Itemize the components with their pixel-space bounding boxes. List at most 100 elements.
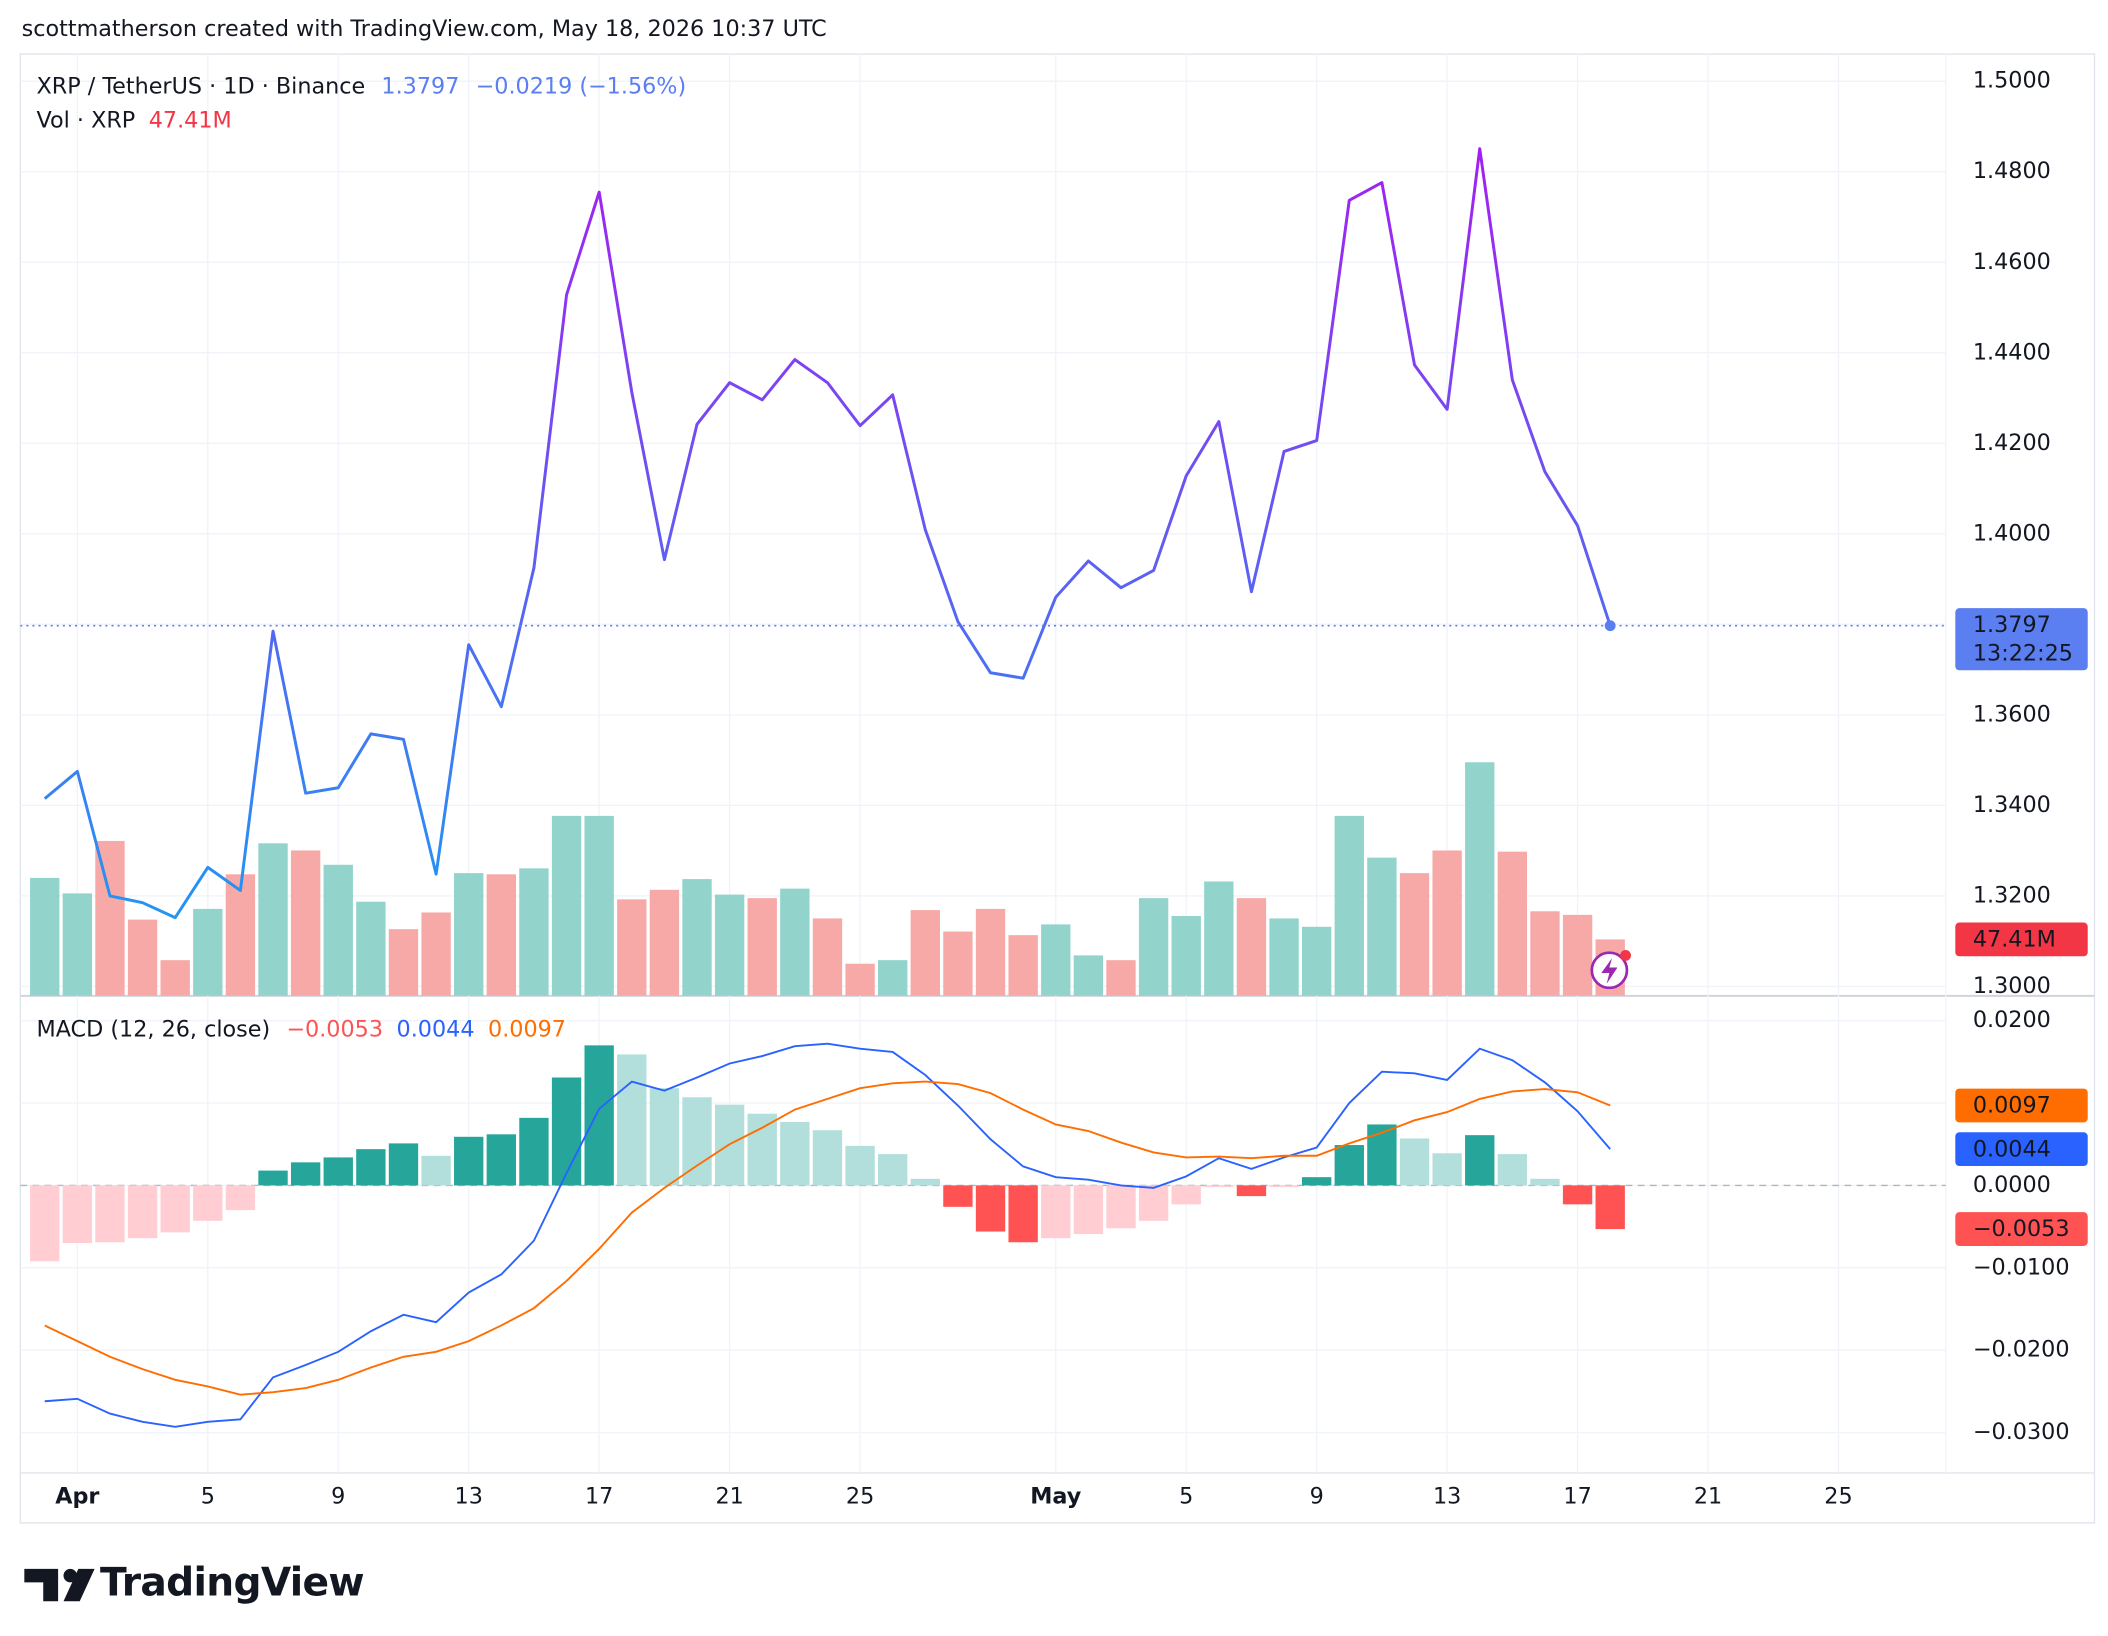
macd-histogram-bar [486,1134,516,1186]
macd-histogram-bar [1171,1185,1201,1205]
macd-histogram-bar [290,1162,321,1186]
volume-bar [388,929,419,996]
volume-bar [682,879,712,996]
legend-change: −0.0219 (−1.56%) [476,73,687,99]
x-tick-label: May [1030,1484,1082,1510]
macd-histogram-bar [356,1149,386,1186]
volume-bar [1432,850,1462,996]
volume-bar [1562,914,1593,996]
macd-histogram-bar [1138,1185,1169,1221]
macd-tick-label: −0.0300 [1973,1419,2070,1445]
main-pane [20,147,1946,996]
macd-histogram-bar [1497,1154,1528,1186]
macd-histogram-bar [682,1097,712,1186]
legend-last: 1.3797 [381,73,459,99]
volume-bar [1530,911,1560,996]
macd-histogram-bar [1399,1138,1430,1186]
volume-bar [1334,815,1364,996]
x-tick-label: 13 [1433,1484,1461,1510]
volume-bar [95,840,125,996]
macd-tag-bg [1955,1212,2088,1246]
volume-tag-bg [1955,922,2088,957]
x-tick-label: 17 [1563,1484,1591,1510]
macd-tick-label: 0.0000 [1973,1172,2051,1198]
macd-histogram-bar [1530,1178,1560,1186]
macd-histogram-bar [1204,1185,1234,1188]
volume-bar [30,877,60,996]
macd-histogram-bar [1041,1185,1071,1239]
volume-bar [1399,873,1430,996]
alert-icon [1590,949,1631,990]
macd-histogram-bar [323,1157,353,1186]
brand: TradingView [100,1561,364,1606]
macd-histogram-bar [910,1178,940,1186]
y-tick-label: 1.3000 [1973,973,2051,999]
macd-histogram-bar [943,1185,973,1207]
macd-tag-bg [1955,1088,2088,1123]
macd-histogram-bar [225,1185,256,1211]
y-tick-label: 1.3200 [1973,882,2051,908]
volume-name: Vol · XRP [36,107,135,133]
y-tick-label: 1.4800 [1973,158,2051,184]
macd-pane [20,1042,1946,1428]
macd-histogram-bar [1432,1153,1462,1186]
price-tag-bg [1955,608,2088,671]
legend-main: XRP / TetherUS · 1D · Binance 1.3797 −0.02… [36,73,686,99]
volume-bar [714,894,745,996]
macd-histogram-bar [454,1136,484,1186]
macd-histogram-bar [1301,1177,1332,1186]
volume-bar [1008,935,1038,996]
x-tick-label: 21 [1694,1484,1722,1510]
volume-tag: 47.41M [1973,927,2056,953]
macd-histogram-bar [388,1143,419,1186]
macd-histogram-bar [845,1145,875,1186]
grid [20,54,1946,1473]
volume-bar [975,908,1006,996]
macd-histogram-bar [1334,1145,1364,1186]
macd-line [44,1080,1611,1396]
volume-bar [1204,881,1234,996]
macd-signal-last: 0.0097 [488,1016,566,1042]
volume-bar [1465,762,1495,996]
legend-macd: MACD (12, 26, close) −0.0053 0.0044 0.0097 [36,1016,566,1042]
x-tick-label: 9 [1310,1484,1324,1510]
macd-histogram-bar [1008,1185,1038,1243]
macd-histogram-bar [747,1113,777,1186]
macd-histogram-bar [1269,1185,1299,1188]
volume-bar [519,868,549,996]
volume-last: 47.41M [149,107,232,133]
macd-histogram-bar [193,1185,223,1221]
x-tick-label: 5 [201,1484,215,1510]
volume-bar [1367,857,1397,996]
macd-title: MACD (12, 26, close) [36,1016,270,1042]
volume-bar [812,918,843,996]
axis-labels: Apr 5 9 13 17 21 25 May 5 9 13 17 21 25 1.3000 1.3200 1.… [55,68,2088,1510]
macd-histogram-bar [1562,1185,1593,1205]
macd-histogram-bar [30,1185,60,1262]
volume-bar [486,874,516,996]
x-tick-label: Apr [55,1484,99,1510]
macd-tag: 0.0097 [1973,1093,2051,1119]
price-line [43,147,1612,920]
volume-bar [290,850,321,996]
volume-bar [1236,898,1267,996]
x-tick-label: 17 [585,1484,613,1510]
volume-bar [193,908,223,996]
macd-histogram-bar [617,1054,647,1186]
symbol: XRP / TetherUS · 1D · Binance [36,73,365,99]
macd-histogram-bar [127,1185,158,1239]
volume-bar [127,919,158,996]
brand-logo [24,1568,95,1602]
last-point [1604,620,1616,632]
volume-bar [1073,955,1104,996]
x-tick-label: 21 [715,1484,743,1510]
macd-tick-label: −0.0200 [1973,1337,2070,1363]
y-tick-label: 1.3600 [1973,701,2051,727]
volume-bar [356,901,386,996]
y-tick-label: 1.4600 [1973,249,2051,275]
macd-histogram-bar [519,1117,549,1186]
macd-tag-bg [1955,1132,2088,1167]
price-countdown: 13:22:25 [1973,641,2073,667]
x-tick-label: 25 [846,1484,874,1510]
